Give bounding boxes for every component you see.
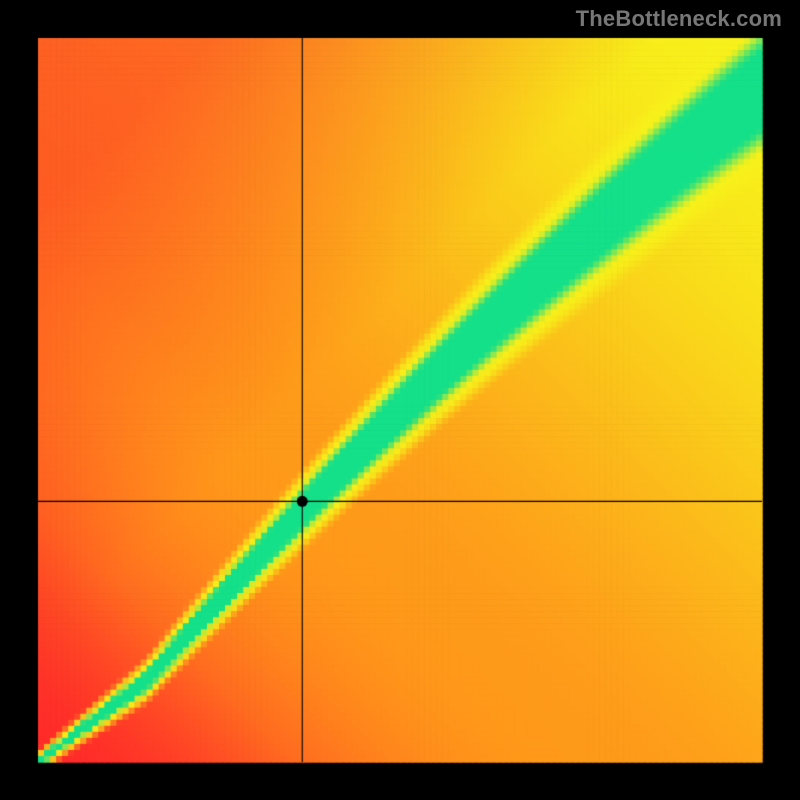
attribution-text: TheBottleneck.com	[576, 6, 782, 32]
chart-container: TheBottleneck.com	[0, 0, 800, 800]
bottleneck-heatmap	[0, 0, 800, 800]
